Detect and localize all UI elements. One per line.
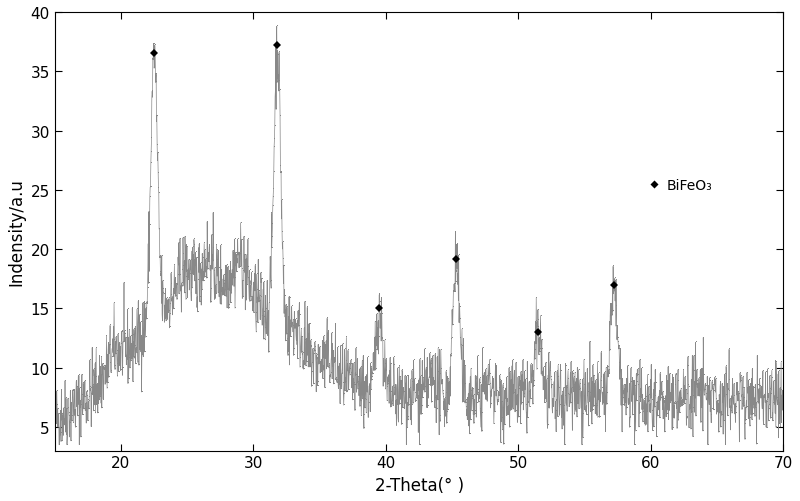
Legend: BiFeO₃: BiFeO₃ xyxy=(643,173,718,198)
Y-axis label: Indensity/a.u: Indensity/a.u xyxy=(7,178,25,286)
X-axis label: 2-Theta(° ): 2-Theta(° ) xyxy=(374,476,464,494)
